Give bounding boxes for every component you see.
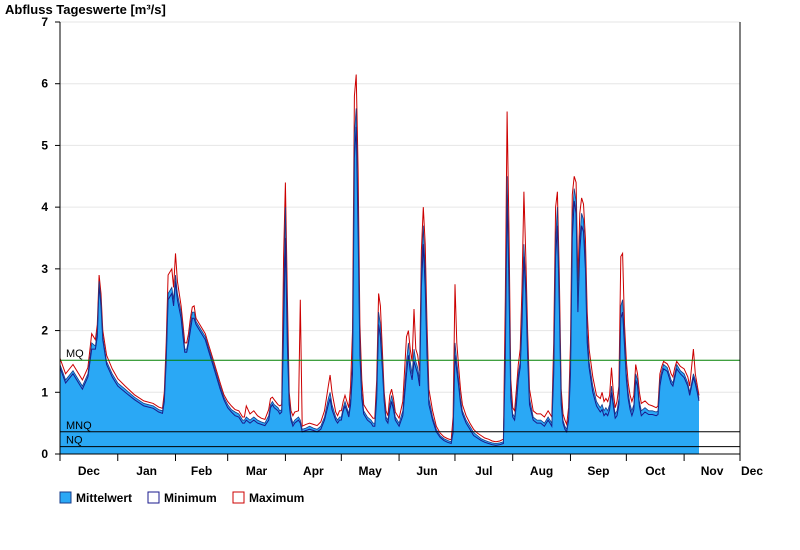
y-tick-label-6: 6 — [41, 77, 48, 91]
x-tick-label-apr-4: Apr — [303, 464, 324, 478]
x-tick-label-jan-1: Jan — [136, 464, 157, 478]
x-tick-label-oct-10: Oct — [645, 464, 665, 478]
legend-swatch-mittelwert — [59, 491, 72, 504]
legend-swatch-maximum — [232, 491, 245, 504]
x-tick-label-may-5: May — [359, 464, 383, 478]
y-tick-label-4: 4 — [41, 200, 48, 214]
plot-area — [59, 74, 700, 455]
axes: 0 1 2 3 4 5 6 7 Dec Jan Feb Mar Apr May Jun Jul Aug Sep Oc… — [41, 15, 763, 478]
legend-label-mittelwert: Mittelwert — [76, 491, 132, 505]
x-tick-label-mar-3: Mar — [246, 464, 268, 478]
series-mittelwert-line — [59, 108, 700, 444]
series-minimum-line — [59, 126, 700, 446]
reference-label-mq: MQ — [66, 348, 84, 360]
legend: Mittelwert Minimum Maximum — [59, 491, 304, 505]
series-mittelwert-area — [60, 108, 699, 455]
y-tick-label-0: 0 — [41, 447, 48, 461]
x-tick-label-dec-0: Dec — [78, 464, 100, 478]
reference-label-nq: NQ — [66, 435, 83, 447]
y-tick-label-3: 3 — [41, 262, 48, 276]
y-tick-label-7: 7 — [41, 15, 48, 29]
y-tick-label-1: 1 — [41, 385, 48, 399]
y-tick-label-5: 5 — [41, 138, 48, 152]
reference-lines: MQ MNQ NQ — [60, 348, 740, 448]
legend-label-maximum: Maximum — [249, 491, 304, 505]
gridlines — [60, 21, 740, 393]
legend-label-minimum: Minimum — [164, 491, 217, 505]
x-tick-label-jul-7: Jul — [475, 464, 492, 478]
x-tick-label-sep-9: Sep — [587, 464, 609, 478]
x-tick-label-jun-6: Jun — [416, 464, 437, 478]
x-tick-label-dec-12: Dec — [741, 464, 763, 478]
reference-label-mnq: MNQ — [66, 420, 92, 432]
series-maximum-line — [59, 74, 700, 443]
x-tick-label-feb-2: Feb — [191, 464, 212, 478]
x-tick-label-nov-11: Nov — [701, 464, 724, 478]
x-tick-label-aug-8: Aug — [530, 464, 553, 478]
y-tick-label-2: 2 — [41, 324, 48, 338]
chart-title: Abfluss Tageswerte [m³/s] — [5, 2, 166, 17]
legend-swatch-minimum — [147, 491, 160, 504]
